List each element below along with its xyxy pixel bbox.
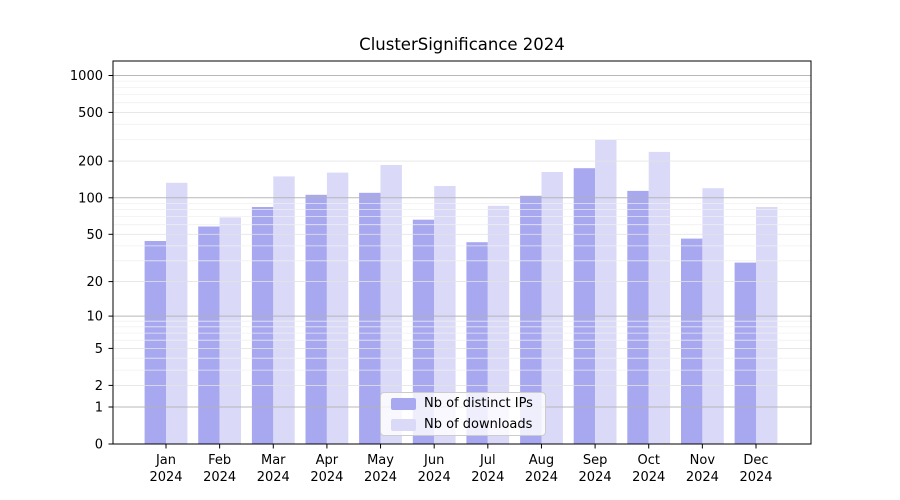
bar-distinct-ips-jan [144,241,166,444]
bar-distinct-ips-mar [251,207,274,444]
x-tick-label-month: May [367,453,394,468]
legend-item-downloads: Nb of downloads [391,417,545,432]
y-tick-label: 10 [86,310,103,325]
x-tick-label-year: 2024 [525,470,558,485]
x-tick-label-year: 2024 [310,470,343,485]
x-tick-label-year: 2024 [739,470,772,485]
bar-downloads-feb [219,217,241,444]
bar-distinct-ips-sep [573,168,596,444]
x-tick-label-month: Nov [690,453,716,468]
x-tick-label-year: 2024 [686,470,719,485]
y-tick-label: 500 [78,106,103,121]
x-tick-label-month: Mar [261,453,286,468]
x-tick-label-month: Aug [529,453,554,468]
x-tick-label-month: Jun [423,453,444,468]
x-tick-label-year: 2024 [203,470,236,485]
bar-downloads-oct [648,151,671,444]
bar-distinct-ips-apr [305,194,327,444]
y-tick-label: 20 [86,275,103,290]
y-tick-label: 200 [78,155,103,170]
bar-downloads-dec [756,207,778,444]
x-tick-label-year: 2024 [257,470,290,485]
legend-item-distinct-ips: Nb of distinct IPs [391,396,545,411]
y-tick-label: 50 [86,228,103,243]
x-tick-label-month: Jul [479,453,496,468]
bar-distinct-ips-jun [412,219,435,444]
bar-distinct-ips-dec [734,262,756,444]
legend-swatch-downloads [391,418,416,431]
legend: Nb of distinct IPs Nb of downloads [380,392,546,436]
bar-distinct-ips-nov [681,238,703,444]
x-tick-label-month: Dec [743,453,768,468]
y-tick-label: 1 [95,401,103,416]
y-tick-label: 5 [95,342,103,357]
y-tick-label: 1000 [70,69,103,84]
x-tick-label-year: 2024 [149,470,182,485]
plot-frame [112,60,812,445]
chart-title: ClusterSignificance 2024 [359,35,565,54]
y-tick-label: 2 [95,379,103,394]
x-tick-label-year: 2024 [364,470,397,485]
x-tick-label-year: 2024 [579,470,612,485]
bar-distinct-ips-oct [627,190,649,444]
x-tick-label-month: Apr [316,453,339,468]
bar-downloads-aug [541,172,563,444]
legend-swatch-distinct-ips [391,397,416,410]
x-tick-label-year: 2024 [418,470,451,485]
y-tick-label: 0 [95,438,103,453]
bar-distinct-ips-feb [198,226,220,444]
legend-label-downloads: Nb of downloads [424,417,533,432]
bar-downloads-apr [326,172,349,444]
y-tick-label: 100 [78,191,103,206]
x-tick-label-month: Jan [155,453,176,468]
x-tick-label-month: Sep [583,453,608,468]
x-tick-label-month: Oct [637,453,659,468]
bar-downloads-jun [434,186,456,444]
x-tick-label-year: 2024 [632,470,665,485]
x-tick-label-month: Feb [208,453,231,468]
bar-distinct-ips-may [359,192,381,444]
x-tick-label-year: 2024 [471,470,504,485]
bar-downloads-sep [595,139,617,444]
bar-downloads-jul [487,205,510,444]
bar-downloads-mar [273,176,295,444]
bar-distinct-ips-aug [520,195,542,444]
legend-label-distinct-ips: Nb of distinct IPs [424,396,533,411]
bar-downloads-jan [166,182,188,445]
